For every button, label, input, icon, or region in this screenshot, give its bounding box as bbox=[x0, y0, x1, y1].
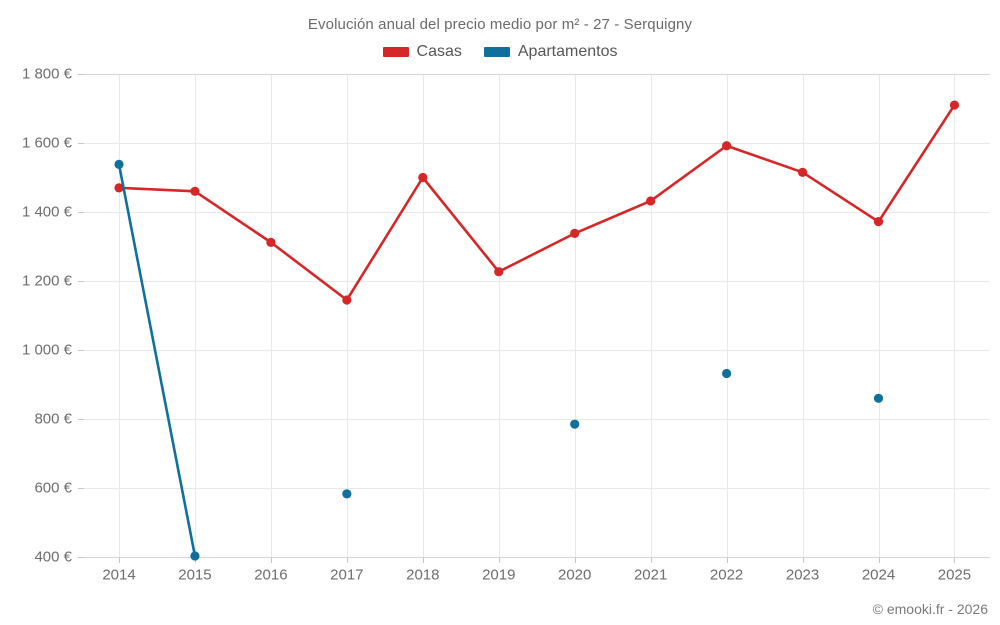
legend-label-apartamentos: Apartamentos bbox=[517, 43, 618, 60]
series-casas bbox=[114, 100, 960, 305]
data-point[interactable] bbox=[342, 489, 352, 499]
data-point[interactable] bbox=[190, 551, 200, 561]
gridlines bbox=[84, 74, 990, 558]
chart-legend: Casas Apartamentos bbox=[0, 44, 1000, 60]
y-axis-tick-label: 400 € bbox=[34, 548, 72, 565]
x-axis-labels: 2014 2015 2016 2017 2018 2019 2020 2021 2022 2023… bbox=[102, 566, 971, 583]
data-point[interactable] bbox=[646, 196, 656, 206]
y-axis-tick-label: 1 800 € bbox=[22, 65, 73, 82]
x-axis-tick-label: 2016 bbox=[254, 566, 287, 583]
y-axis-tick-label: 1 400 € bbox=[22, 203, 73, 220]
data-point[interactable] bbox=[949, 100, 960, 110]
legend-swatch-apartamentos bbox=[483, 47, 510, 57]
legend-label-casas: Casas bbox=[416, 43, 462, 60]
data-point[interactable] bbox=[342, 295, 352, 305]
x-axis-tick-label: 2022 bbox=[710, 566, 743, 583]
x-axis-tick-label: 2025 bbox=[938, 566, 971, 583]
data-point[interactable] bbox=[494, 267, 504, 277]
x-axis-tick-label: 2019 bbox=[482, 566, 515, 583]
x-axis-tick-label: 2014 bbox=[102, 566, 135, 583]
credit-text: © emooki.fr - 2026 bbox=[872, 601, 988, 617]
series-line bbox=[117, 103, 956, 302]
data-point[interactable] bbox=[722, 141, 732, 151]
legend-swatch-casas bbox=[382, 47, 409, 57]
data-point[interactable] bbox=[873, 217, 884, 227]
data-point[interactable] bbox=[190, 186, 200, 196]
x-axis-tick-label: 2018 bbox=[406, 566, 439, 583]
data-series bbox=[114, 100, 960, 561]
y-axis-tick-label: 1 200 € bbox=[22, 272, 73, 289]
data-point[interactable] bbox=[266, 237, 276, 247]
data-point[interactable] bbox=[873, 393, 884, 403]
data-point[interactable] bbox=[114, 183, 124, 193]
data-point[interactable] bbox=[722, 368, 732, 379]
series-line bbox=[117, 163, 197, 558]
data-point[interactable] bbox=[570, 419, 580, 429]
data-point[interactable] bbox=[570, 228, 580, 238]
x-axis-tick-label: 2017 bbox=[330, 566, 363, 583]
data-point[interactable] bbox=[418, 172, 428, 183]
y-axis-labels: 400 € 600 € 800 € 1 000 € 1 200 € 1 400 € 1 60… bbox=[22, 65, 73, 565]
x-axis-tick-label: 2023 bbox=[786, 566, 819, 583]
x-axis-tick-label: 2015 bbox=[178, 566, 211, 583]
y-axis-tick-label: 600 € bbox=[34, 479, 72, 496]
series-apartamentos bbox=[114, 159, 884, 561]
y-axis-tick-label: 800 € bbox=[34, 410, 72, 427]
data-point[interactable] bbox=[114, 159, 124, 169]
axis-lines bbox=[78, 74, 990, 563]
x-axis-tick-label: 2021 bbox=[634, 566, 667, 583]
legend-item-apartamentos[interactable]: Apartamentos bbox=[483, 43, 618, 60]
data-point[interactable] bbox=[797, 167, 808, 177]
y-axis-tick-label: 1 000 € bbox=[22, 341, 73, 358]
legend-item-casas[interactable]: Casas bbox=[382, 43, 462, 60]
chart-title: Evolución anual del precio medio por m² … bbox=[307, 16, 693, 33]
y-axis-tick-label: 1 600 € bbox=[22, 134, 73, 151]
x-axis-tick-label: 2024 bbox=[862, 566, 895, 583]
x-axis-tick-label: 2020 bbox=[558, 566, 591, 583]
